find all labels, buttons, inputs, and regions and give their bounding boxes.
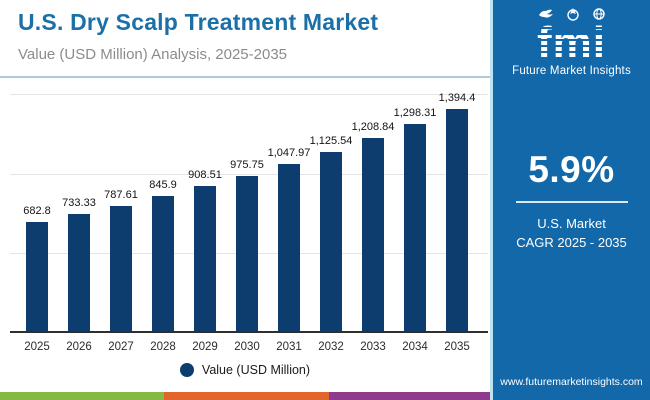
fmi-logo-text: fmi <box>512 20 631 65</box>
bar-value-label-2028: 845.9 <box>149 179 177 192</box>
x-tick-label-2029: 2029 <box>192 341 218 353</box>
bar-2030 <box>236 175 258 331</box>
gridline-1500 <box>10 94 488 95</box>
footer-bar-segment-purple <box>328 392 493 400</box>
bar-2027 <box>110 205 132 331</box>
bird-icon <box>538 8 554 22</box>
x-tick-label-2035: 2035 <box>444 341 470 353</box>
website-link[interactable]: www.futuremarketinsights.com <box>500 376 643 388</box>
legend-label: Value (USD Million) <box>201 363 311 377</box>
plane-globe-icon <box>566 8 580 22</box>
bar-value-label-2034: 1,298.31 <box>393 107 437 120</box>
bar-value-label-2032: 1,125.54 <box>309 134 353 147</box>
cagr-value: 5.9% <box>528 149 615 191</box>
bar-value-label-2026: 733.33 <box>62 197 96 210</box>
bar-value-label-2031: 1,047.97 <box>267 147 311 159</box>
plot-area: 682.8 2025 733.33 2026 787.61 2027 845.9 2028 90… <box>10 92 488 353</box>
cagr-market-label: U.S. Market <box>537 216 606 232</box>
bar-value-label-2025: 682.8 <box>23 205 51 218</box>
bar-2031 <box>278 164 300 331</box>
bar-value-label-2030: 975.75 <box>230 158 264 171</box>
x-tick-label-2033: 2033 <box>360 341 386 353</box>
bar-2033 <box>362 138 384 331</box>
brand-sidebar: fmi Future Market Insights 5.9% U.S. Mar… <box>490 0 650 400</box>
legend-dot-icon <box>179 363 194 377</box>
fmi-logo-icons <box>512 8 631 22</box>
bar-2028 <box>152 196 174 331</box>
footer-bar-segment-orange <box>164 392 329 400</box>
bar-value-label-2027: 787.61 <box>104 188 138 201</box>
bar-2034 <box>404 124 426 331</box>
x-tick-label-2027: 2027 <box>108 341 134 353</box>
x-tick-label-2034: 2034 <box>402 341 428 353</box>
header-divider <box>0 76 490 78</box>
x-tick-label-2025: 2025 <box>24 341 50 353</box>
x-tick-label-2032: 2032 <box>318 341 344 353</box>
chart-panel: U.S. Dry Scalp Treatment Market Value (U… <box>0 9 493 400</box>
bar-2035 <box>446 108 468 331</box>
x-tick-label-2030: 2030 <box>234 341 260 353</box>
x-tick-label-2026: 2026 <box>66 341 92 353</box>
chart-legend: Value (USD Million) <box>0 363 490 377</box>
page-title: U.S. Dry Scalp Treatment Market <box>18 9 379 35</box>
footer-bar-segment-green <box>0 392 165 400</box>
page-subtitle: Value (USD Million) Analysis, 2025-2035 <box>18 46 288 63</box>
bar-2026 <box>68 214 90 331</box>
fmi-logo-subtext: Future Market Insights <box>512 65 631 78</box>
footer-color-bar <box>0 392 493 400</box>
globe-icon <box>592 8 606 22</box>
x-tick-label-2031: 2031 <box>276 341 302 353</box>
bar-2029 <box>194 186 216 331</box>
cagr-block: 5.9% U.S. Market CAGR 2025 - 2035 <box>493 149 650 253</box>
bar-2032 <box>320 151 342 331</box>
x-tick-label-2028: 2028 <box>150 341 176 353</box>
gridline-1000 <box>10 173 488 175</box>
bar-value-label-2035: 1,394.4 <box>438 91 476 104</box>
fmi-logo: fmi Future Market Insights <box>512 8 631 77</box>
cagr-period-label: CAGR 2025 - 2035 <box>516 235 627 251</box>
cagr-divider <box>515 201 628 204</box>
bar-value-label-2029: 908.51 <box>188 169 222 182</box>
bar-value-label-2033: 1,208.84 <box>351 121 395 134</box>
bar-2025 <box>26 222 48 331</box>
